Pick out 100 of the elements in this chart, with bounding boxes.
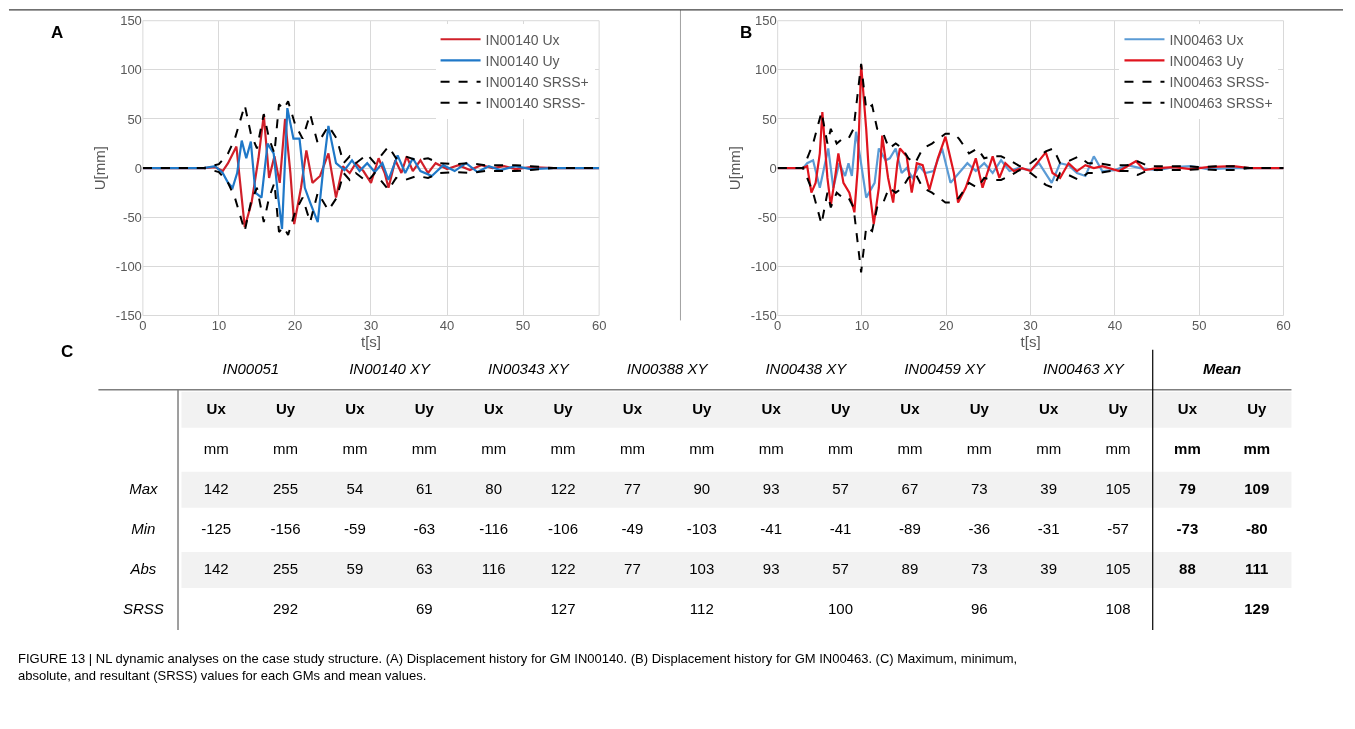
y-tick-label: -100	[750, 258, 777, 274]
text: Mean	[1202, 359, 1242, 377]
data-label: 111	[1245, 559, 1269, 577]
data-label: 80	[485, 479, 502, 497]
x-tick-label: Uy	[830, 399, 851, 417]
text: IN00459 XY	[904, 359, 987, 377]
data-label: -156	[270, 519, 301, 537]
data-label: 255	[273, 559, 299, 577]
data-label: -41	[760, 519, 782, 537]
x-tick-label: Ux	[900, 399, 921, 417]
text: mm	[481, 439, 507, 457]
text: mm	[342, 439, 368, 457]
x-tick-label: 30	[363, 317, 379, 333]
data-label: 116	[481, 559, 506, 577]
data-label: -125	[201, 519, 232, 537]
x-tick-label: 20	[287, 317, 303, 333]
text: IN00343 XY	[487, 359, 570, 377]
text: mm	[1105, 439, 1131, 457]
data-label: 69	[415, 599, 433, 617]
legend-label: IN00140 SRSS+	[485, 74, 589, 91]
text: mm	[550, 439, 576, 457]
data-label: -103	[686, 519, 717, 537]
text: mm	[1036, 439, 1062, 457]
data-label: -116	[479, 519, 509, 537]
data-label: 57	[832, 479, 849, 497]
data-label: 90	[693, 479, 711, 497]
y-tick-label: Min	[131, 519, 156, 537]
legend-label: IN00140 SRSS-	[485, 95, 586, 112]
x-tick-label: 40	[1107, 317, 1123, 333]
x-tick-label: Uy	[692, 399, 713, 417]
x-tick-label: Ux	[1177, 399, 1198, 417]
data-label: -73	[1176, 519, 1199, 537]
data-label: 109	[1244, 479, 1270, 497]
text: mm	[897, 439, 923, 457]
data-label: 105	[1105, 479, 1131, 497]
data-label: 79	[1179, 479, 1196, 497]
chart-title: B	[740, 23, 753, 42]
legend-label: IN00463 SRSS+	[1169, 95, 1273, 112]
chart-title: A	[51, 23, 64, 42]
data-label: 73	[970, 479, 988, 497]
y-tick-label: 150	[120, 13, 142, 29]
data-label: 88	[1179, 559, 1196, 577]
data-label: 105	[1105, 559, 1131, 577]
x-tick-label: Uy	[414, 399, 435, 417]
text: IN00438 XY	[765, 359, 848, 377]
x-tick-label: 10	[854, 317, 870, 333]
text: mm	[828, 439, 854, 457]
x-tick-label: Ux	[761, 399, 782, 417]
data-label: 142	[203, 559, 229, 577]
data-label: 103	[689, 559, 715, 577]
data-label: 93	[762, 559, 780, 577]
x-tick-label: 50	[1191, 317, 1207, 333]
text: mm	[966, 439, 992, 457]
y-tick-label: Max	[129, 479, 158, 497]
x-tick-label: Uy	[1108, 399, 1129, 417]
x-tick-label: 60	[591, 317, 607, 333]
data-label: 129	[1244, 599, 1270, 617]
legend-label: IN00463 Ux	[1169, 31, 1244, 48]
y-tick-label: -100	[115, 258, 142, 274]
y-tick-label: 0	[769, 160, 777, 176]
text: mm	[758, 439, 784, 457]
data-label: -49	[621, 519, 644, 537]
data-label: 73	[970, 559, 988, 577]
data-label: -31	[1037, 519, 1060, 537]
text: IN00140 XY	[349, 359, 432, 377]
text: mm	[689, 439, 715, 457]
x-tick-label: Ux	[345, 399, 366, 417]
data-label: 54	[346, 479, 364, 497]
data-label: 100	[828, 599, 854, 617]
caption: FIGURE 13 | NL dynamic analyses on the case study structure. (A) Displacement history for GM IN00140. (B) Displacement history for GM IN00463. (C) Maximum, minimum, absolute, and resultant (SRSS) values for each GMs and mean values.	[18, 651, 1018, 683]
x-tick-label: 60	[1276, 317, 1291, 333]
data-label: -63	[413, 519, 436, 537]
legend-label: IN00463 SRSS-	[1169, 74, 1270, 91]
x-tick-label: Ux	[1039, 399, 1059, 417]
y-tick-label: 100	[754, 62, 777, 78]
data-label: 59	[346, 559, 364, 577]
x-tick-label: Ux	[622, 399, 643, 417]
data-label: -36	[968, 519, 991, 537]
y-tick-label: 50	[127, 111, 142, 127]
data-label: 67	[901, 479, 919, 497]
data-label: 127	[550, 599, 576, 617]
data-label: 255	[273, 479, 299, 497]
legend-label: IN00463 Uy	[1169, 52, 1244, 69]
data-label: 93	[762, 479, 780, 497]
x-tick-label: 10	[211, 317, 227, 333]
data-label: 292	[273, 599, 299, 617]
data-label: 142	[203, 479, 229, 497]
text: mm	[203, 439, 229, 457]
text: IN00051	[222, 359, 280, 377]
data-label: 112	[689, 599, 714, 617]
data-label: 61	[415, 479, 433, 497]
x-axis-title: t[s]	[360, 332, 381, 350]
text: mm	[1174, 439, 1201, 457]
data-label: -59	[344, 519, 366, 537]
y-tick-label: Abs	[129, 559, 157, 577]
y-tick-label: -50	[757, 209, 777, 225]
x-axis-title: t[s]	[1020, 332, 1041, 350]
x-tick-label: 20	[939, 317, 954, 333]
y-axis-title: U[mm]	[725, 146, 743, 191]
x-tick-label: Uy	[969, 399, 990, 417]
